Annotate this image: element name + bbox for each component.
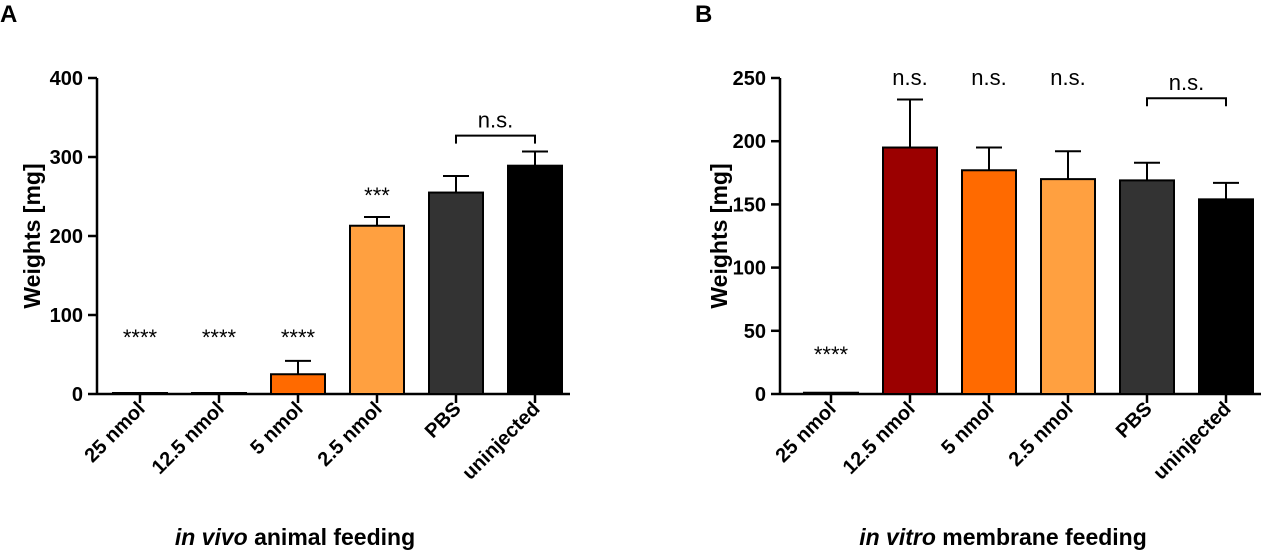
category-label: uninjected — [1149, 398, 1235, 484]
y-tick-label: 400 — [50, 68, 83, 90]
bar — [191, 392, 247, 395]
bar — [112, 392, 168, 395]
y-tick-label: 150 — [733, 194, 766, 216]
x-axis-label-rest: animal feeding — [248, 524, 415, 550]
bar — [270, 373, 326, 395]
category-label: 5 nmol — [937, 398, 998, 459]
bar — [1119, 179, 1175, 395]
category-label: 25 nmol — [81, 398, 150, 467]
significance-label: n.s. — [971, 65, 1006, 90]
bracket-label: n.s. — [1169, 70, 1204, 95]
x-axis-label-italic: in vitro — [859, 524, 936, 550]
y-tick-label: 250 — [733, 68, 766, 90]
bar — [803, 391, 859, 395]
significance-label: n.s. — [1050, 65, 1085, 90]
x-axis-label: in vivo animal feeding — [175, 524, 415, 550]
panel-letter: B — [695, 1, 712, 28]
bar — [507, 164, 563, 395]
y-tick-label: 50 — [744, 321, 766, 343]
category-label: 2.5 nmol — [1005, 398, 1078, 471]
panel-letter: A — [0, 1, 17, 28]
y-tick-label: 100 — [733, 258, 766, 280]
category-label: 12.5 nmol — [839, 398, 920, 479]
category-label: 12.5 nmol — [148, 398, 229, 479]
y-tick-label: 300 — [50, 147, 83, 169]
x-axis-label-italic: in vivo — [175, 524, 248, 550]
category-label: 2.5 nmol — [314, 398, 387, 471]
category-label: 25 nmol — [772, 398, 841, 467]
significance-bracket — [455, 134, 536, 144]
significance-label: **** — [814, 342, 849, 367]
significance-label: **** — [202, 325, 237, 350]
significance-bracket — [1146, 97, 1227, 107]
y-axis-label: Weights [mg] — [706, 163, 732, 308]
x-axis-label: in vitro membrane feeding — [859, 524, 1147, 550]
bracket-label: n.s. — [478, 108, 513, 133]
bar — [428, 191, 484, 395]
y-tick-label: 0 — [755, 384, 766, 406]
bar — [1198, 198, 1254, 395]
bar — [882, 146, 938, 395]
bar — [1040, 178, 1096, 395]
significance-label: **** — [281, 325, 316, 350]
panel-b-chart: B 0 50 100 150 200 250 Weights [mg] 25 nmol **** 1… — [695, 1, 1261, 550]
significance-label: *** — [364, 183, 390, 208]
y-axis-label: Weights [mg] — [19, 163, 45, 308]
x-axis-label-rest: membrane feeding — [936, 524, 1147, 550]
significance-label: n.s. — [892, 65, 927, 90]
category-label: PBS — [421, 398, 466, 443]
y-tick-label: 200 — [733, 131, 766, 153]
y-tick-label: 100 — [50, 305, 83, 327]
category-label: PBS — [1112, 398, 1157, 443]
y-tick-label: 200 — [50, 226, 83, 248]
significance-label: **** — [123, 325, 158, 350]
panel-a-chart: A 0 100 200 300 400 Weights [mg] 25 nmol **** 12.… — [0, 1, 570, 550]
bar — [349, 224, 405, 395]
y-tick-label: 0 — [72, 384, 83, 406]
category-label: 5 nmol — [246, 398, 307, 459]
category-label: uninjected — [458, 398, 544, 484]
bar — [961, 169, 1017, 395]
